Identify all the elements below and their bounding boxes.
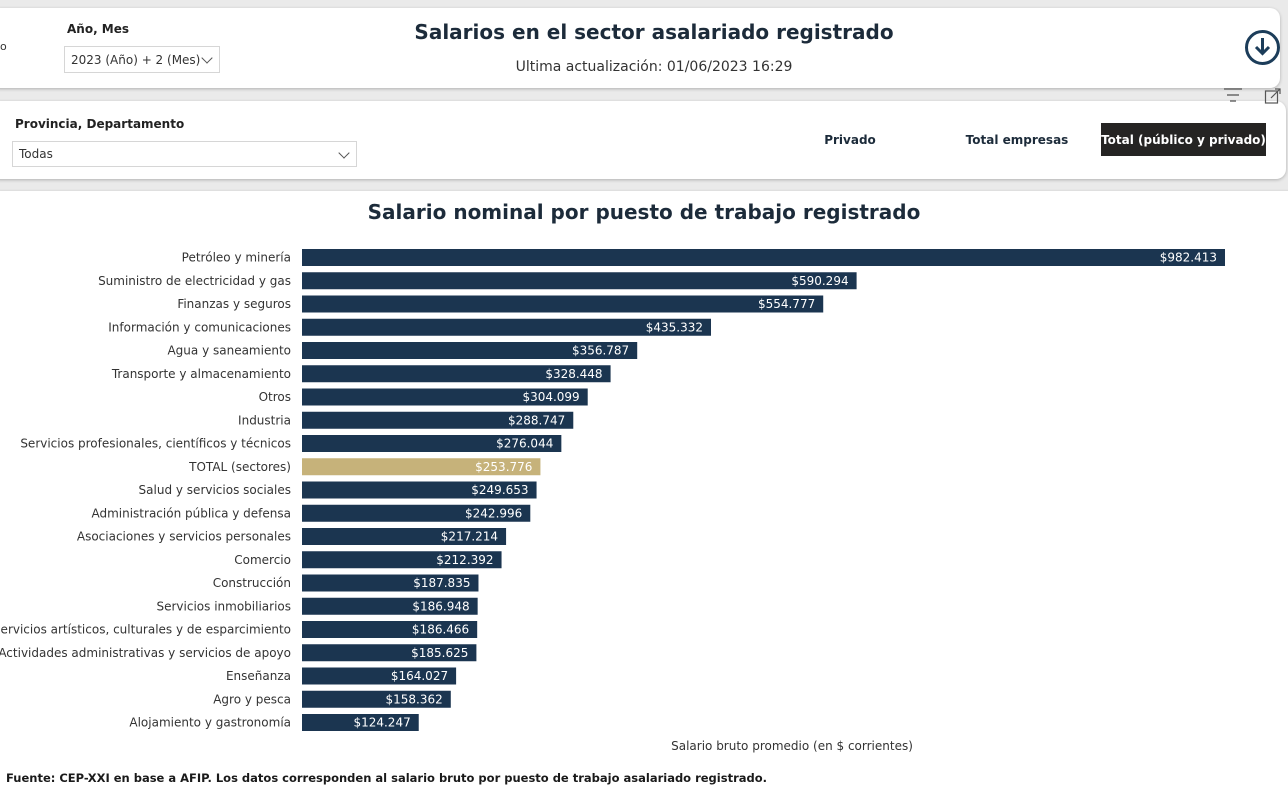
data-label: $164.027 <box>391 669 448 683</box>
category-label: Transporte y almacenamiento <box>111 367 291 381</box>
bar[interactable] <box>302 411 574 429</box>
data-label: $217.214 <box>441 530 498 544</box>
category-label: Petróleo y minería <box>182 251 291 265</box>
tab-total-empresas[interactable]: Total empresas <box>965 132 1069 147</box>
category-label: Servicios profesionales, científicos y t… <box>20 437 291 451</box>
category-label: Construcción <box>213 576 291 590</box>
download-icon[interactable] <box>1244 29 1281 66</box>
category-label: Suministro de electricidad y gas <box>98 274 291 288</box>
data-label: $276.044 <box>496 437 553 451</box>
category-label: Alojamiento y gastronomía <box>129 716 291 730</box>
bar[interactable] <box>302 481 537 499</box>
data-label: $982.413 <box>1160 251 1217 265</box>
bar[interactable] <box>302 318 712 336</box>
tab-total-publico-privado[interactable]: Total (público y privado) <box>1101 123 1266 156</box>
category-label: Comercio <box>234 553 291 567</box>
category-label: Administración pública y defensa <box>91 506 291 520</box>
source-note: Fuente: CEP-XXI en base a AFIP. Los dato… <box>6 771 768 785</box>
bar[interactable] <box>302 388 588 406</box>
data-label: $288.747 <box>508 413 565 427</box>
filter-panel <box>0 101 1286 179</box>
category-label: Salud y servicios sociales <box>139 483 291 497</box>
data-label: $328.448 <box>545 367 602 381</box>
category-label: Servicios artísticos, culturales y de es… <box>0 623 291 637</box>
data-label: $356.787 <box>572 344 629 358</box>
data-label: $253.776 <box>475 460 532 474</box>
bar[interactable] <box>302 504 531 522</box>
bar[interactable] <box>302 714 419 731</box>
data-label: $590.294 <box>791 274 848 288</box>
data-label: $186.948 <box>412 599 469 613</box>
filter-icon[interactable] <box>1222 86 1244 104</box>
category-label: Servicios inmobiliarios <box>156 599 291 613</box>
truncated-filter-label: o <box>0 40 7 53</box>
data-label: $249.653 <box>471 483 528 497</box>
category-label: Industria <box>238 413 291 427</box>
data-label: $435.332 <box>646 320 703 334</box>
bar-total[interactable] <box>302 458 541 476</box>
bar[interactable] <box>302 644 477 662</box>
x-axis-label: Salario bruto promedio (en $ corrientes) <box>671 739 913 753</box>
bar[interactable] <box>302 342 638 359</box>
chart-panel <box>0 191 1288 801</box>
data-label: $187.835 <box>413 576 470 590</box>
data-label: $186.466 <box>412 623 469 637</box>
bar[interactable] <box>302 365 611 383</box>
category-label: TOTAL (sectores) <box>188 460 291 474</box>
bar[interactable] <box>302 528 507 545</box>
tab-privado[interactable]: Privado <box>824 132 876 147</box>
category-label: Actividades administrativas y servicios … <box>0 646 291 660</box>
bar[interactable] <box>302 295 824 313</box>
last-update-text: Ultima actualización: 01/06/2023 16:29 <box>515 59 793 75</box>
bar[interactable] <box>302 272 857 290</box>
category-label: Agua y saneamiento <box>167 344 291 358</box>
bar-chart: Petróleo y minería $982.413 Suministro de … <box>0 249 1225 731</box>
bar[interactable] <box>302 667 457 685</box>
bar[interactable] <box>302 621 478 638</box>
bar[interactable] <box>302 690 451 708</box>
data-label: $185.625 <box>411 646 468 660</box>
data-label: $212.392 <box>436 553 493 567</box>
bar[interactable] <box>302 249 1225 266</box>
category-label: Enseñanza <box>226 669 291 683</box>
bar[interactable] <box>302 597 478 615</box>
page-title: Salarios en el sector asalariado registr… <box>414 20 894 44</box>
bar[interactable] <box>302 435 562 452</box>
bar[interactable] <box>302 551 502 569</box>
data-label: $554.777 <box>758 297 815 311</box>
category-label: Información y comunicaciones <box>108 320 291 334</box>
data-label: $158.362 <box>386 692 443 706</box>
province-value: Todas <box>19 147 53 161</box>
chart-title: Salario nominal por puesto de trabajo re… <box>367 200 921 224</box>
category-label: Otros <box>259 390 291 404</box>
date-filter-dropdown[interactable]: 2023 (Año) + 2 (Mes) <box>64 46 220 73</box>
date-filter-value: 2023 (Año) + 2 (Mes) <box>71 52 201 67</box>
chevron-down-icon <box>338 147 350 159</box>
date-filter-label: Año, Mes <box>67 22 130 36</box>
province-dropdown[interactable]: Todas <box>12 141 357 167</box>
focus-mode-icon[interactable] <box>1264 87 1282 105</box>
data-label: $124.247 <box>353 716 410 730</box>
bar[interactable] <box>302 574 479 592</box>
category-label: Finanzas y seguros <box>177 297 291 311</box>
data-label: $304.099 <box>522 390 579 404</box>
province-filter-label: Provincia, Departamento <box>15 117 185 131</box>
category-label: Agro y pesca <box>213 692 291 706</box>
category-label: Asociaciones y servicios personales <box>77 530 291 544</box>
data-label: $242.996 <box>465 506 522 520</box>
